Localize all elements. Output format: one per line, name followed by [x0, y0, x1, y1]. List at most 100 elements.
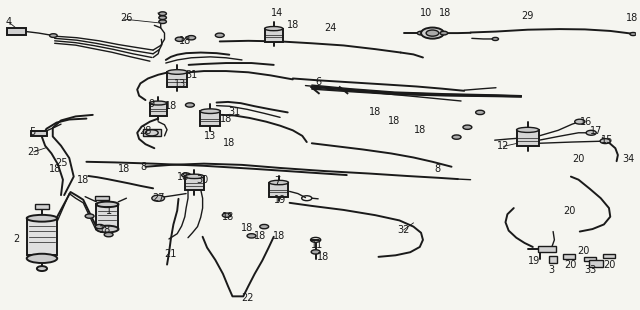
Text: 28: 28: [140, 126, 152, 136]
Bar: [31, 131, 47, 136]
Circle shape: [463, 125, 472, 129]
Circle shape: [159, 20, 166, 24]
Text: 18: 18: [287, 20, 299, 30]
Text: 8: 8: [435, 164, 440, 174]
Text: 31: 31: [185, 70, 197, 80]
Ellipse shape: [200, 109, 220, 113]
Bar: [200, 111, 220, 126]
Text: 21: 21: [164, 249, 177, 259]
Text: 2: 2: [13, 234, 20, 244]
Text: 18: 18: [99, 225, 111, 235]
Text: 18: 18: [177, 172, 189, 182]
Text: 23: 23: [28, 147, 40, 157]
Bar: [143, 129, 161, 136]
Circle shape: [182, 173, 191, 177]
Text: 18: 18: [49, 164, 61, 174]
Text: 18: 18: [369, 107, 381, 117]
Circle shape: [37, 266, 47, 271]
Bar: [549, 256, 557, 263]
Text: 19: 19: [274, 195, 286, 205]
Ellipse shape: [27, 254, 57, 263]
Text: 18: 18: [222, 212, 234, 222]
Bar: [584, 257, 596, 261]
Bar: [604, 254, 614, 258]
Circle shape: [586, 130, 596, 135]
Text: 7: 7: [274, 176, 280, 186]
Circle shape: [630, 33, 636, 36]
Circle shape: [476, 110, 484, 115]
Ellipse shape: [96, 226, 118, 232]
Circle shape: [104, 232, 113, 237]
Circle shape: [247, 234, 256, 238]
Text: 29: 29: [522, 11, 534, 21]
Circle shape: [186, 103, 195, 107]
Text: 18: 18: [118, 164, 131, 174]
Circle shape: [159, 16, 166, 20]
Text: 25: 25: [55, 158, 67, 168]
Circle shape: [260, 224, 269, 229]
Text: 18: 18: [220, 113, 232, 124]
Bar: [563, 254, 575, 259]
Circle shape: [421, 28, 444, 39]
Bar: [589, 260, 604, 267]
Bar: [269, 183, 289, 197]
Text: 1: 1: [106, 206, 112, 216]
Bar: [95, 196, 109, 200]
Bar: [35, 204, 49, 209]
Text: 9: 9: [148, 99, 155, 109]
Text: 27: 27: [152, 193, 164, 203]
Circle shape: [85, 214, 94, 218]
Text: 10: 10: [420, 8, 432, 18]
Text: 22: 22: [241, 293, 253, 303]
Circle shape: [600, 139, 611, 144]
Text: 18: 18: [223, 138, 236, 148]
Circle shape: [426, 30, 439, 36]
Text: 18: 18: [388, 116, 401, 126]
Circle shape: [152, 195, 164, 201]
Circle shape: [311, 250, 320, 254]
Circle shape: [417, 31, 425, 35]
Ellipse shape: [185, 174, 204, 179]
Circle shape: [159, 12, 166, 16]
Text: 30: 30: [196, 175, 209, 185]
Text: 18: 18: [413, 125, 426, 135]
Bar: [264, 29, 283, 42]
Circle shape: [215, 33, 224, 38]
Text: 20: 20: [603, 259, 615, 270]
Text: 18: 18: [273, 231, 285, 241]
Text: 18: 18: [253, 231, 266, 241]
Circle shape: [452, 135, 461, 139]
Text: 18: 18: [627, 13, 639, 23]
Circle shape: [222, 213, 231, 217]
Bar: [150, 103, 167, 116]
Bar: [167, 72, 188, 87]
Text: 18: 18: [317, 252, 330, 262]
Text: 31: 31: [228, 107, 241, 117]
Text: 20: 20: [572, 154, 585, 164]
Bar: [185, 176, 204, 190]
Text: 19: 19: [528, 256, 540, 267]
Text: 18: 18: [77, 175, 90, 185]
Circle shape: [95, 224, 104, 229]
Bar: [96, 204, 118, 229]
Bar: [7, 28, 26, 35]
Ellipse shape: [516, 127, 539, 132]
Text: 6: 6: [315, 77, 321, 86]
Text: 18: 18: [179, 36, 191, 46]
Circle shape: [187, 36, 196, 40]
Bar: [27, 218, 57, 255]
Bar: [516, 130, 539, 146]
Text: 13: 13: [204, 131, 216, 141]
Text: 12: 12: [497, 141, 510, 151]
Text: 18: 18: [164, 101, 177, 111]
Text: 20: 20: [563, 206, 575, 216]
Text: 14: 14: [271, 8, 283, 18]
Text: 16: 16: [580, 117, 592, 127]
Text: 8: 8: [141, 162, 147, 172]
Text: 15: 15: [601, 135, 613, 145]
Text: 18: 18: [439, 8, 451, 18]
Ellipse shape: [27, 215, 57, 222]
Text: 13: 13: [173, 79, 186, 89]
Text: 20: 20: [564, 259, 577, 270]
Text: 4: 4: [6, 17, 12, 27]
